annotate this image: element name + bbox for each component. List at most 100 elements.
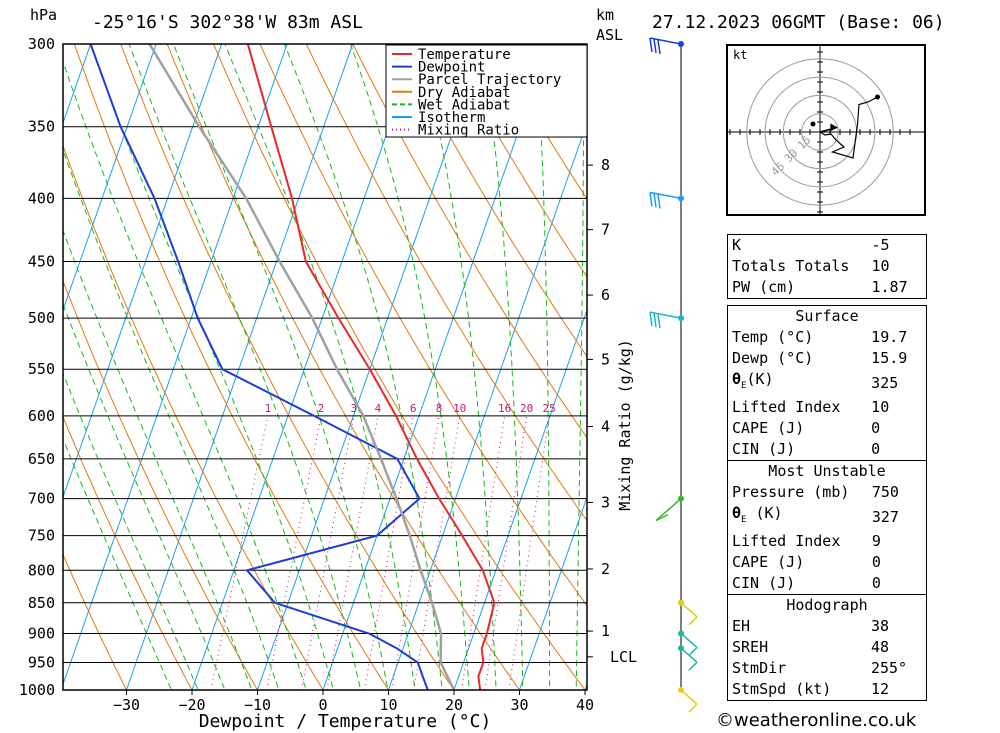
mixing-ratio-label: 16 (498, 402, 511, 415)
index-row: CIN (J) 0 (728, 573, 927, 595)
pressure-tick-label: 850 (28, 594, 55, 612)
isotherm-line (125, 44, 354, 690)
index-row: EH 38 (728, 616, 927, 637)
hodograph-endpoint (875, 94, 880, 100)
wet-adiabat-line (283, 44, 443, 690)
pressure-tick-label: 750 (28, 527, 55, 545)
index-row: θE (K) 327 (728, 503, 927, 531)
wind-barb (649, 37, 682, 55)
wind-barb-shaft (680, 602, 698, 618)
dry-adiabat-line (259, 44, 587, 607)
height-tick-label: 4 (601, 418, 610, 436)
wet-adiabat-line (417, 44, 497, 690)
index-value: 0 (871, 553, 881, 571)
mixing-ratio-label: 1 (265, 402, 272, 415)
wet-adiabat-line (128, 44, 362, 690)
dry-adiabat-line (398, 44, 587, 358)
hodograph-indices-table: Hodograph EH 38 SREH 48 StmDir 255° StmSpd (kt)… (727, 594, 927, 701)
index-row: StmDir 255° (728, 658, 927, 679)
dry-adiabat-line (942, 26, 1000, 690)
wind-barb-feather (653, 312, 657, 328)
index-label: Temp (°C) (732, 328, 814, 346)
general-indices-table: K -5 Totals Totals 10 PW (cm) 1.87 (727, 234, 927, 299)
dry-adiabat-line (63, 279, 258, 690)
asl-unit-label: ASL (596, 26, 623, 44)
wind-barb-feather (655, 513, 669, 522)
index-value: -5 (871, 236, 890, 254)
wet-adiabat-line (63, 437, 173, 690)
wind-barb-shaft (649, 311, 682, 319)
index-label: Pressure (mb) (732, 483, 850, 501)
index-value: 10 (871, 257, 890, 275)
index-row: SREH 48 (728, 637, 927, 658)
mixing-ratio-label: 2 (318, 402, 325, 415)
height-tick-label: 3 (601, 493, 610, 511)
hodograph-unit-label: kt (733, 48, 747, 62)
surface-indices-table: Surface Temp (°C) 19.7 Dewp (°C) 15.9 θE(K) 32… (727, 305, 927, 461)
pressure-tick-label: 800 (28, 561, 55, 579)
hodograph-trace (819, 96, 878, 159)
mixing-ratio-label: 8 (436, 402, 443, 415)
wind-barb-feather (657, 194, 661, 209)
index-value: 325 (871, 373, 899, 392)
pressure-tick-label: 900 (28, 624, 55, 642)
wind-barb-feather (653, 38, 657, 54)
index-label: EH (732, 617, 751, 635)
index-value: 750 (871, 483, 899, 501)
wind-barb (680, 689, 698, 713)
wind-barb-feather (688, 646, 698, 656)
wet-adiabat-line (575, 44, 584, 690)
dry-adiabat-line (63, 415, 193, 690)
wind-barb (649, 311, 682, 329)
wind-barb-shaft (649, 191, 682, 200)
index-label: StmDir (732, 659, 787, 677)
index-row: Totals Totals 10 (728, 256, 927, 277)
isotherm-line (518, 495, 587, 690)
height-tick-label: 8 (601, 156, 610, 174)
pressure-tick-label: 700 (28, 490, 55, 508)
index-row: Lifted Index 10 (728, 397, 927, 418)
dry-adiabat-line (73, 44, 389, 690)
series-parcel-trajectory (148, 44, 456, 690)
dry-adiabat-line (445, 44, 587, 278)
wind-barb-shaft (655, 498, 682, 522)
x-tick-label: 30 (510, 696, 528, 714)
index-row: Lifted Index 9 (728, 531, 927, 552)
index-label: Lifted Index (732, 532, 841, 550)
height-tick-label: 2 (601, 560, 610, 578)
wind-barb-feather (649, 192, 653, 207)
height-tick-label: 7 (601, 221, 610, 239)
hodograph-point (810, 121, 816, 127)
axes: 3003504004505005506006507007508008509009… (19, 35, 594, 714)
index-label: Totals Totals (732, 257, 850, 275)
wet-adiabat-line (350, 44, 470, 690)
copyright-footer[interactable]: ©weatheronline.co.uk (716, 710, 917, 731)
height-tick-label: 5 (601, 350, 610, 368)
location-title: -25°16'S 302°38'W 83m ASL (92, 12, 363, 33)
pressure-tick-label: 600 (28, 407, 55, 425)
index-label: CAPE (J) (732, 553, 805, 571)
x-tick-label: −20 (178, 696, 205, 714)
x-tick-label: 10 (379, 696, 397, 714)
dry-adiabat-line (305, 44, 587, 522)
isotherm-line (387, 121, 587, 690)
wet-adiabat-line (63, 302, 226, 690)
index-label: θE (K) (732, 504, 783, 525)
plot-frame (62, 43, 588, 691)
isotherm-line (0, 26, 32, 716)
wind-barb-shaft (649, 37, 682, 45)
index-row: θE(K) 325 (728, 369, 927, 397)
x-tick-label: 0 (318, 696, 327, 714)
wind-barb-feather (649, 311, 653, 327)
index-value: 10 (871, 398, 890, 416)
wind-barb (649, 191, 682, 209)
isotherm-line (191, 44, 419, 690)
pressure-tick-label: 550 (28, 360, 55, 378)
section-title-row: Hodograph (728, 595, 927, 617)
dry-adiabat-line (63, 144, 324, 690)
mixing-ratio-label: 6 (410, 402, 417, 415)
profile-series (89, 44, 496, 690)
